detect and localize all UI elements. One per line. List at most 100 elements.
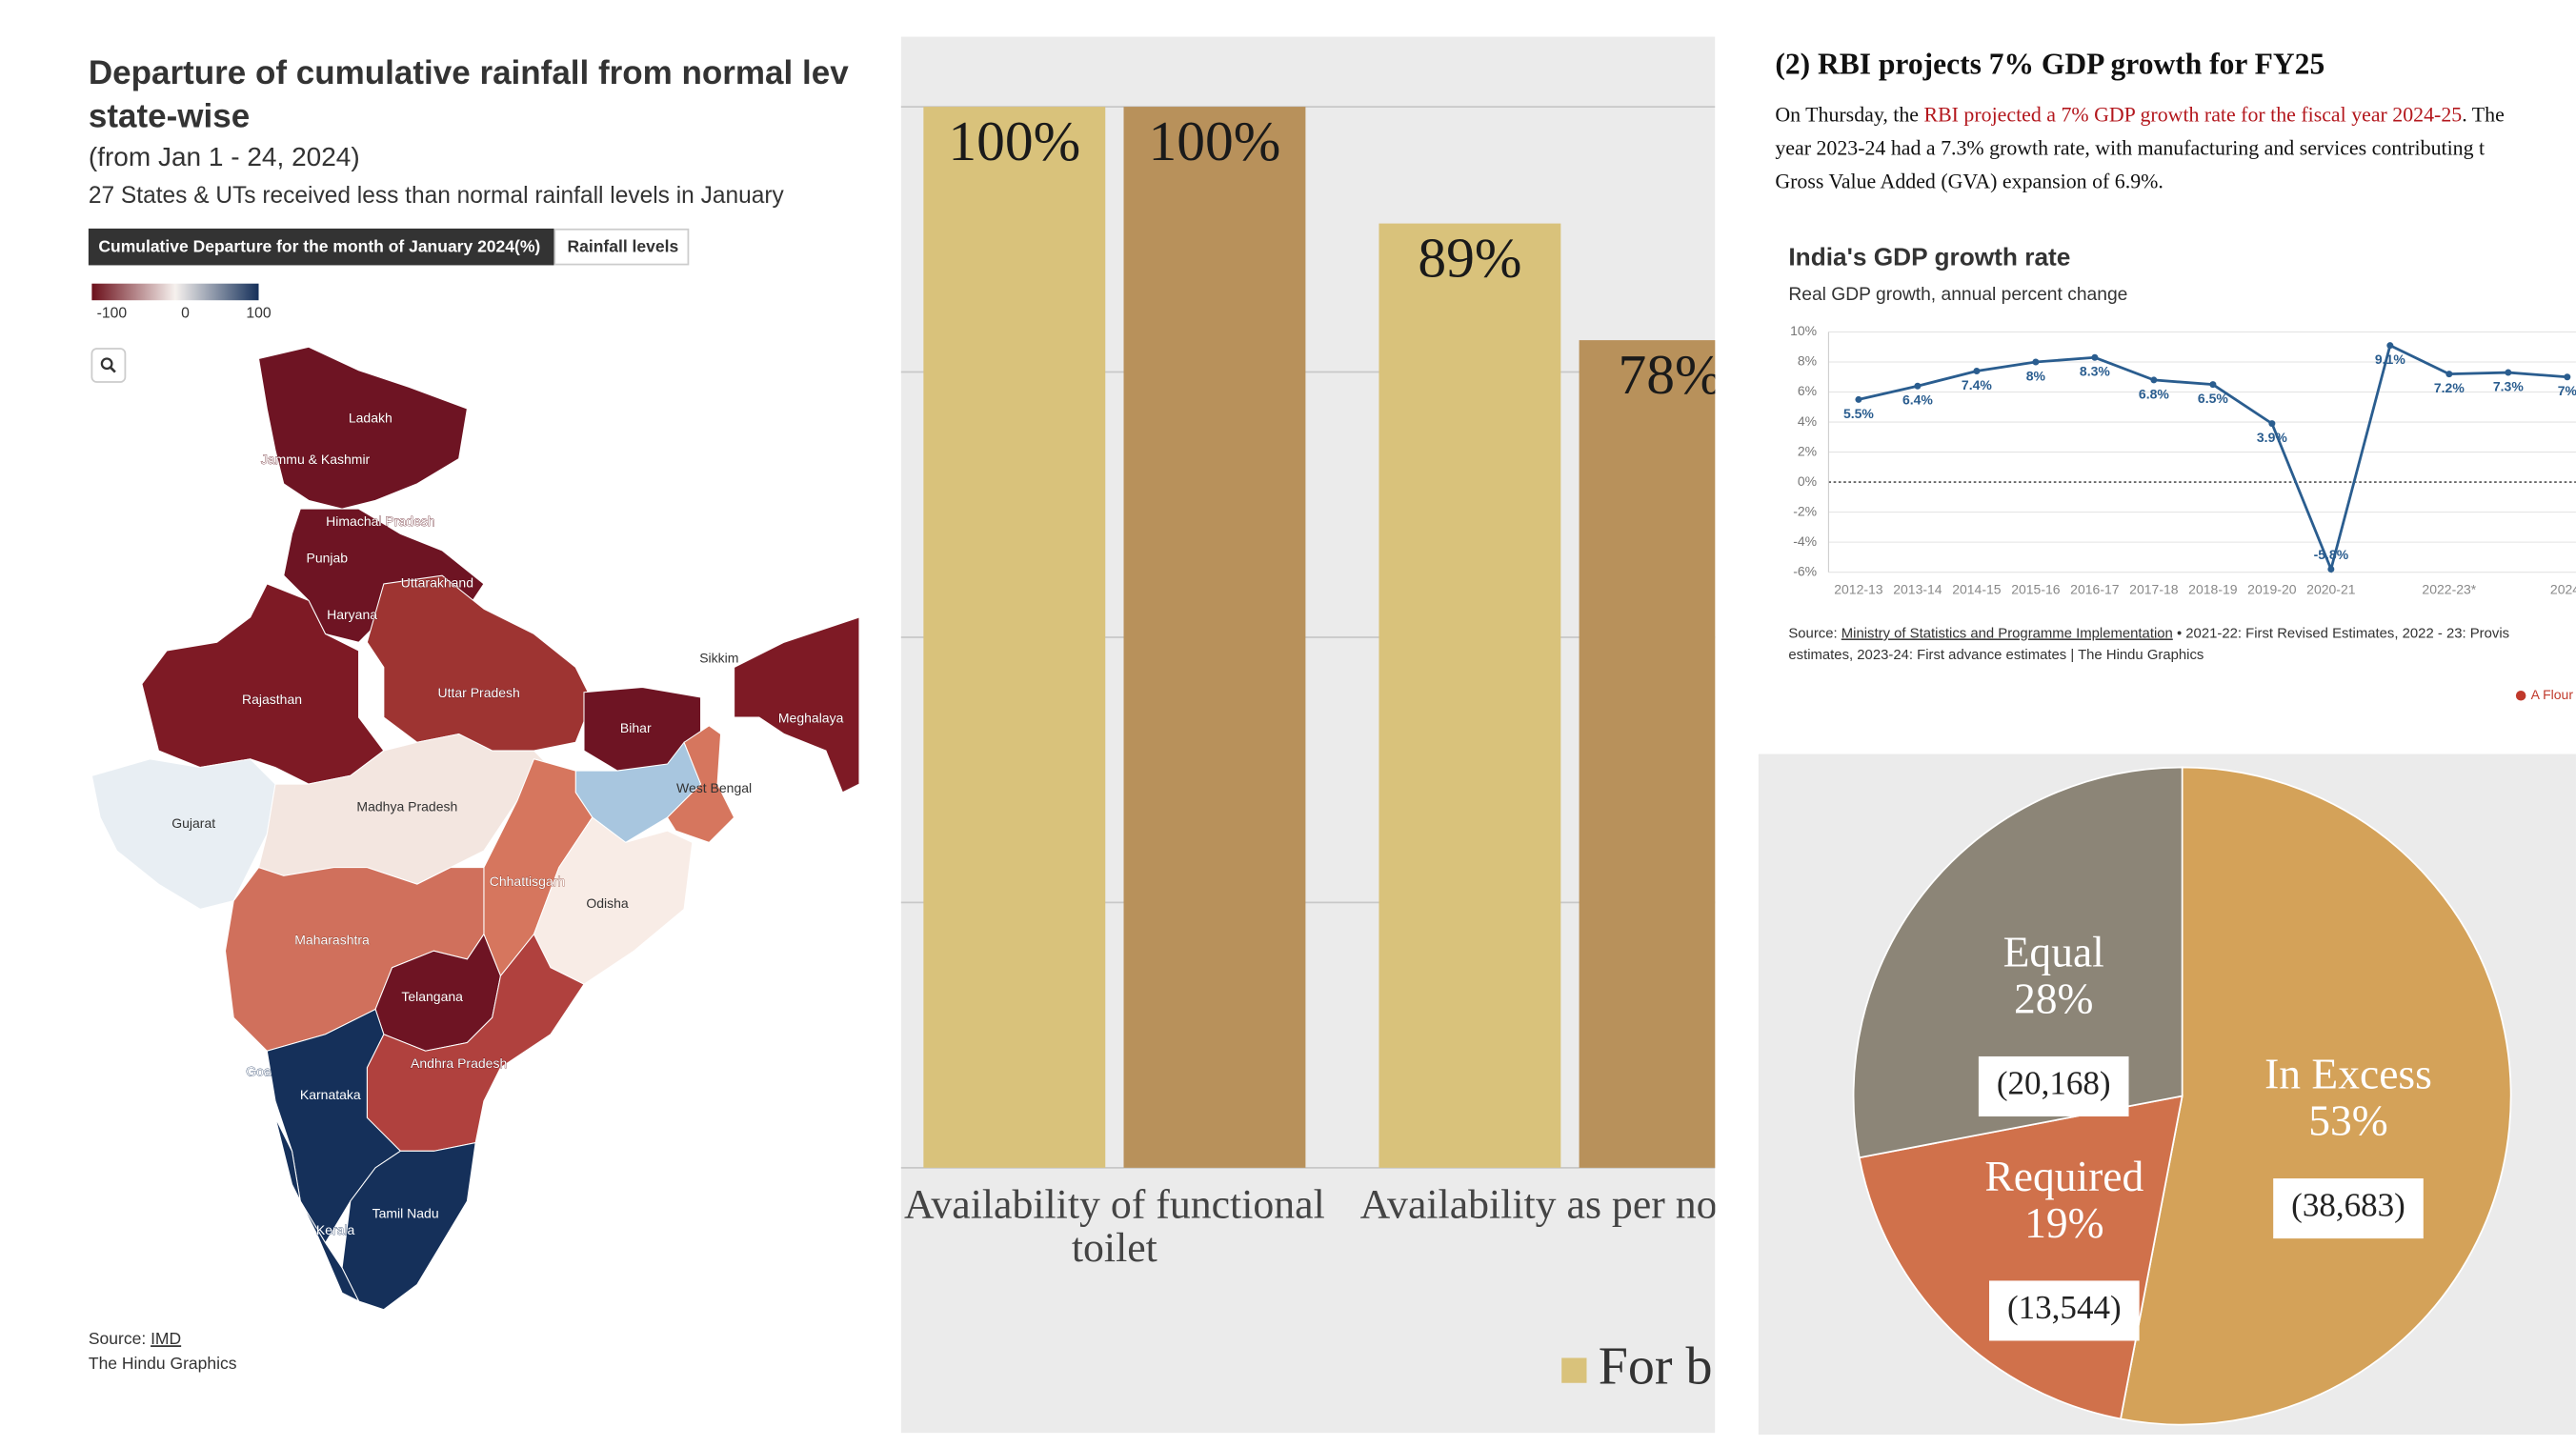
point <box>2505 369 2512 376</box>
state-label: Odisha <box>586 895 629 911</box>
x-tick-label: 2022-23* <box>2422 582 2476 597</box>
value-label: 6.8% <box>2139 386 2169 401</box>
tag[interactable]: A Flour <box>2531 687 2574 702</box>
point <box>2091 353 2099 361</box>
zoom-icon[interactable] <box>100 357 113 371</box>
state-label: Madhya Pradesh <box>356 798 457 814</box>
pie-slice <box>2119 766 2512 1426</box>
y-tick-label: 0% <box>1798 473 1817 489</box>
point <box>2327 566 2335 573</box>
slice-label: Equal <box>2003 927 2104 975</box>
y-tick-label: -2% <box>1793 503 1817 518</box>
map-title: Departure of cumulative rainfall from no… <box>89 54 849 91</box>
value-label: 3.9% <box>2257 430 2287 445</box>
point <box>2209 381 2217 389</box>
y-tick-label: 10% <box>1790 323 1817 338</box>
credit: The Hindu Graphics <box>89 1354 237 1373</box>
point <box>2150 376 2158 384</box>
article-line: On Thursday, the RBI projected a 7% GDP … <box>1775 103 2504 127</box>
state-label: Goa <box>246 1064 272 1079</box>
article-heading: (2) RBI projects 7% GDP growth for FY25 <box>1775 47 2324 80</box>
source-label: Source: <box>1788 626 1837 641</box>
x-tick-label: 2018-19 <box>2188 582 2238 597</box>
point <box>2445 371 2453 378</box>
bar <box>1579 340 1716 1168</box>
state-label: West Bengal <box>676 780 752 795</box>
source: Source: IMD <box>89 1329 181 1348</box>
point <box>1855 395 1862 403</box>
state-labels: Ladakh Jammu & Kashmir Himachal Pradesh … <box>171 410 844 1238</box>
value-label: 7% <box>2558 383 2576 398</box>
tab[interactable] <box>553 228 690 266</box>
count-box <box>2273 1178 2424 1239</box>
bar-panel: Availability of functional toilet 100% 100… <box>900 36 1781 1434</box>
state-label: Gujarat <box>171 815 215 831</box>
value-label: 78% <box>1618 343 1721 406</box>
tab-label[interactable]: Cumulative Departure for the month of Ja… <box>98 237 540 256</box>
map-panel: Departure of cumulative rainfall from no… <box>88 54 859 1373</box>
state-label: Chhattisgarh <box>490 874 565 889</box>
color-legend <box>91 283 259 301</box>
y-tick-label: 4% <box>1798 413 1817 429</box>
map <box>91 346 859 1311</box>
map-note: 27 States & UTs received less than norma… <box>89 183 785 209</box>
x-tick-label: 2012-13 <box>1834 582 1883 597</box>
point <box>2386 342 2394 350</box>
source-link[interactable]: Ministry of Statistics and Programme Imp… <box>1841 626 2173 641</box>
x-tick-label: Availability as per norms <box>1359 1184 1781 1228</box>
state-region <box>274 1117 360 1303</box>
state-label: Jammu & Kashmir <box>261 452 371 467</box>
x-tick-label: 2016-17 <box>2070 582 2120 597</box>
map-title: state-wise <box>89 98 250 135</box>
point <box>2032 358 2040 366</box>
state-region <box>341 1141 476 1311</box>
slice-label: In Excess <box>2264 1049 2432 1097</box>
state-label: Karnataka <box>300 1087 361 1102</box>
article-link[interactable]: RBI projected a 7% GDP growth rate for t… <box>1923 103 2462 127</box>
state-label: Andhra Pradesh <box>411 1055 507 1071</box>
state-label: Uttarakhand <box>401 575 473 591</box>
source-link[interactable]: IMD <box>151 1329 181 1348</box>
point <box>1973 367 1981 374</box>
zoom-icon[interactable] <box>109 366 116 373</box>
state-label: Bihar <box>620 720 652 735</box>
value-label: 9.1% <box>2375 352 2405 367</box>
legend-swatch <box>1561 1357 1587 1383</box>
state-region <box>533 816 694 985</box>
legend-label: For b <box>1599 1336 1713 1396</box>
article-line: Gross Value Added (GVA) expansion of 6.9… <box>1775 170 2163 193</box>
legend-tick-label: 100 <box>246 305 272 321</box>
value-label: 8.3% <box>2080 364 2110 379</box>
chart-title: India's GDP growth rate <box>1788 242 2070 271</box>
slice-value: 53% <box>2308 1095 2387 1144</box>
value-label: 100% <box>1149 110 1281 172</box>
zoom-button[interactable] <box>91 348 127 383</box>
state-label: Ladakh <box>349 410 392 425</box>
value-label: 5.5% <box>1843 406 1874 421</box>
state-region <box>666 725 735 843</box>
tab-label[interactable]: Rainfall levels <box>567 237 678 256</box>
x-tick-label-box: Availability of functional toilet <box>904 1184 1325 1270</box>
state-label: Punjab <box>307 550 349 565</box>
point <box>1914 382 1922 390</box>
y-tick-label: -4% <box>1793 533 1817 549</box>
legend-tick-label: -100 <box>97 305 128 321</box>
source-label: Source: <box>89 1329 146 1348</box>
count-label: (20,168) <box>1997 1065 2111 1102</box>
x-tick-label: 2013-14 <box>1893 582 1942 597</box>
chart-subtitle: Real GDP growth, annual percent change <box>1788 285 2127 305</box>
state-label: Telangana <box>401 989 463 1004</box>
line-chart: -6% -4% -2% 0% 2% 4% 6% 8% 10% 2012-13 2013-14 2014… <box>1790 323 2576 596</box>
state-label: Kerala <box>316 1222 355 1237</box>
state-region <box>257 346 468 510</box>
tab-active[interactable] <box>88 228 554 266</box>
point <box>2268 420 2276 428</box>
bar <box>923 107 1106 1168</box>
state-region <box>91 758 276 910</box>
text: • 2021-22: First Revised Estimates, 2022… <box>2173 626 2509 641</box>
count-label: (38,683) <box>2291 1187 2405 1224</box>
state-label: Sikkim <box>699 650 738 665</box>
